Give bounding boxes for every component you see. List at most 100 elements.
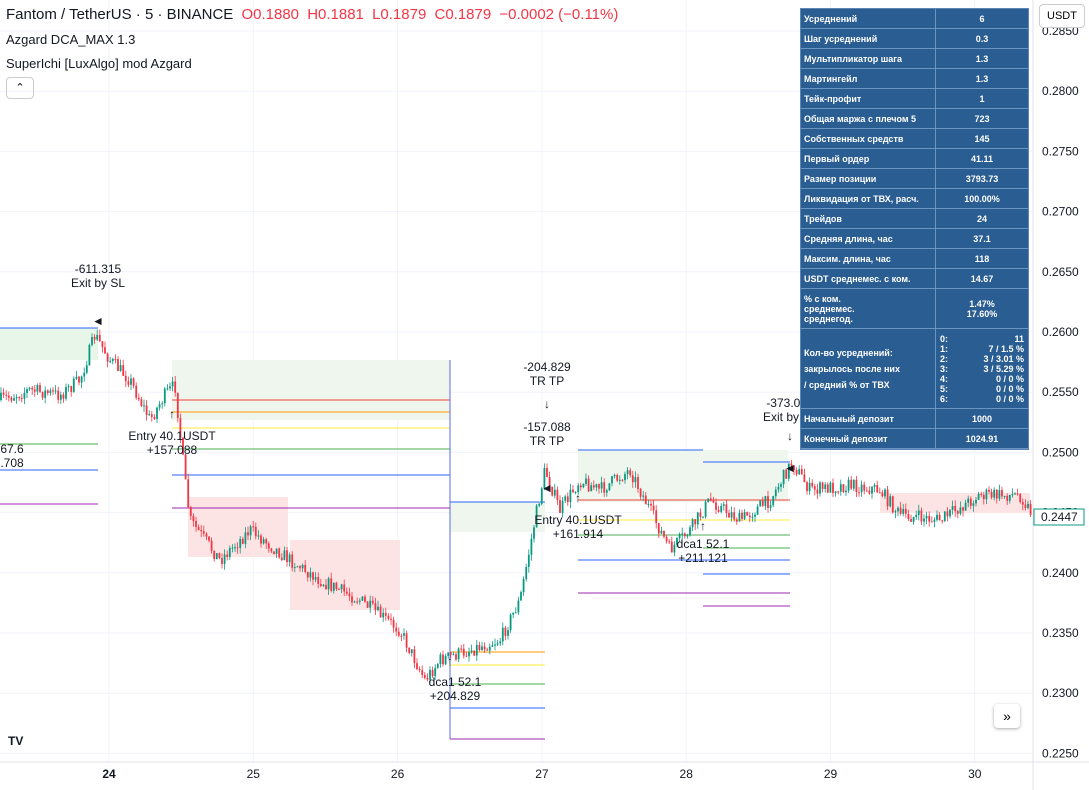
candle-body [369, 600, 372, 608]
candle-body [218, 553, 221, 558]
candle-body [475, 645, 478, 656]
scroll-button[interactable]: » [994, 704, 1020, 728]
candle-body [813, 486, 816, 490]
candle-body [579, 485, 582, 488]
candle-body [1006, 495, 1009, 501]
table-row: Шаг усреднений 0.3 [801, 29, 1028, 49]
level-value: 3 / 5.29 % [983, 363, 1024, 374]
candle-body [777, 486, 780, 490]
candle-body [540, 488, 543, 504]
candle-body [93, 337, 96, 340]
candle-body [1021, 502, 1024, 505]
candle-body [213, 550, 216, 560]
date-label: 24 [102, 767, 116, 781]
candle-body [322, 584, 325, 587]
candle-body [673, 544, 676, 553]
trade-marker: ↑ [447, 654, 453, 668]
candle-body [442, 654, 444, 665]
date-label: 29 [824, 767, 838, 781]
candle-body [109, 361, 112, 363]
candle-body [423, 674, 426, 678]
candle-body [863, 484, 866, 491]
candle-body [902, 508, 905, 514]
cell-value: 145 [974, 133, 990, 144]
candle-body [44, 390, 47, 398]
candle-body [600, 482, 603, 489]
currency-button[interactable]: USDT [1039, 4, 1085, 28]
candle-body [590, 485, 593, 492]
level-value: 3 / 3.01 % [983, 353, 1024, 364]
candle-body [644, 495, 647, 505]
candle-body [985, 489, 988, 500]
level-line: 4: 0 / 0 % [940, 374, 1024, 384]
candle-body [907, 513, 910, 519]
candle-body [904, 508, 907, 514]
level-value: 7 / 1.5 % [988, 343, 1024, 354]
candle-body [868, 490, 871, 494]
candle-body [488, 646, 491, 651]
candle-body [707, 498, 710, 502]
candle-body [41, 391, 44, 398]
candle-body [1001, 490, 1003, 497]
candle-body [520, 592, 522, 601]
stats-table: Усреднений 6 Шаг усреднений 0.3 Мультипликат… [800, 8, 1029, 450]
candle-body [351, 596, 353, 603]
candle-body [637, 477, 639, 489]
candle-body [260, 535, 262, 544]
candle-body [546, 467, 548, 478]
collapse-button[interactable]: ⌃ [6, 77, 34, 99]
candle-body [283, 550, 286, 561]
candle-body [535, 505, 538, 528]
trade-marker: ◄ [92, 314, 104, 328]
candle-body [150, 414, 153, 417]
trade-marker: ↑ [575, 491, 581, 505]
candle-body [891, 496, 894, 513]
level-key: 2: [940, 353, 949, 364]
candle-body [722, 504, 725, 506]
zone [578, 450, 788, 502]
candle-body [169, 386, 171, 389]
candle-body [111, 358, 114, 362]
table-row: Первый ордер 41.11 [801, 149, 1028, 169]
candle-body [517, 600, 520, 613]
trade-marker: ↓ [787, 429, 793, 443]
candle-body [553, 489, 556, 496]
candle-body [624, 473, 626, 481]
table-row: Размер позиции 3793.73 [801, 169, 1028, 189]
candle-body [130, 378, 132, 385]
candle-body [920, 510, 923, 522]
candle-body [304, 564, 307, 572]
candle-body [525, 566, 528, 579]
candle-body [270, 548, 273, 552]
candle-body [262, 539, 265, 544]
candle-body [964, 502, 967, 511]
candle-body [949, 509, 951, 517]
candle-body [356, 601, 359, 603]
candle-body [977, 493, 980, 500]
date-label: 28 [680, 767, 694, 781]
cell-value: 0.3 [975, 33, 989, 44]
candle-body [925, 515, 928, 519]
candle-body [382, 612, 385, 618]
candle-body [561, 500, 564, 513]
candle-body [273, 551, 275, 554]
price-label: 0.2650 [1042, 265, 1079, 279]
candle-body [514, 612, 517, 614]
symbol[interactable]: Fantom / TetherUS · 5 · BINANCE [6, 6, 234, 23]
candle-body [795, 469, 798, 475]
candle-body [374, 603, 377, 611]
price-label: 0.2250 [1042, 746, 1079, 760]
candle-body [392, 619, 395, 628]
candle-body [104, 347, 106, 354]
candle-body [57, 390, 60, 400]
cell-label: Максим. длина, час [801, 249, 936, 268]
indicator[interactable]: SuperIchi [LuxAlgo] mod Azgard [6, 56, 192, 71]
candle-body [889, 496, 892, 507]
indicator[interactable]: Azgard DCA_MAX 1.3 [6, 32, 136, 47]
candle-body [278, 548, 281, 558]
zone [450, 502, 545, 532]
candle-body [668, 541, 671, 543]
candle-body [189, 507, 192, 516]
candle-body [530, 538, 533, 555]
